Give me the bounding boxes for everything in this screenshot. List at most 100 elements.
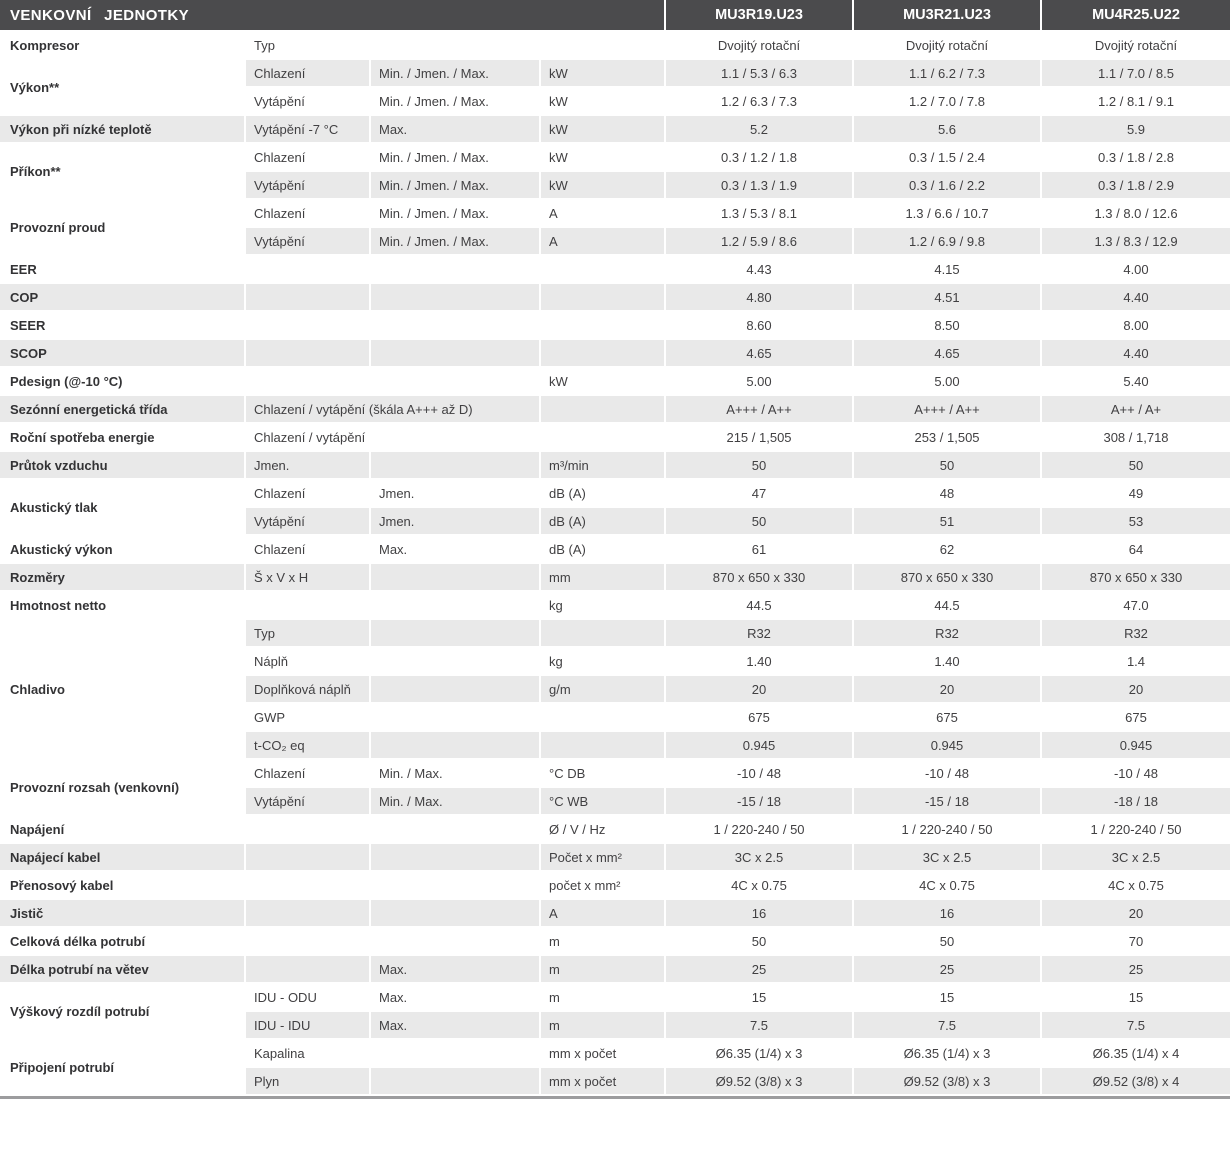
value-cell: 25 [665,955,854,984]
row-group-label: Průtok vzduchu [0,451,246,480]
model-header-2: MU3R21.U23 [853,0,1042,32]
table-row: Výkon při nízké teplotě Vytápění -7 °C Max… [0,115,1230,144]
sub-label: GWP [245,703,371,732]
sub-label: Vytápění [245,171,371,200]
unit-label: kW [540,87,666,116]
unit-label [540,703,666,732]
value-cell: 48 [853,479,1042,508]
value-cell: Ø9.52 (3/8) x 3 [853,1067,1042,1096]
sub-label [245,927,371,956]
unit-label [540,423,666,452]
row-group-label: Pdesign (@-10 °C) [0,367,246,396]
unit-label: kg [540,647,666,676]
spec-table: VENKOVNÍ JEDNOTKY MU3R19.U23 MU3R21.U23 … [0,0,1230,1096]
sub-label [245,899,371,928]
value-cell: 4.65 [665,339,854,368]
table-row: Sezónní energetická třída Chlazení / vytá… [0,395,1230,424]
model-header-3: MU4R25.U22 [1041,0,1230,32]
sub-label: Chlazení / vytápění (škála A+++ až D) [245,395,541,424]
value-cell: 4C x 0.75 [853,871,1042,900]
value-cell: 5.2 [665,115,854,144]
value-cell: 20 [1041,899,1230,928]
range-label [370,731,541,760]
table-row: Provozní proud Chlazení Min. / Jmen. / Max… [0,199,1230,256]
range-label: Max. [370,955,541,984]
range-label [370,927,541,956]
sub-label: Plyn [245,1067,371,1096]
row-group-label: EER [0,255,246,284]
unit-label [540,731,666,760]
value-cell: 675 [853,703,1042,732]
row-group-label: SCOP [0,339,246,368]
sub-label: Chlazení [245,479,371,508]
sub-label: IDU - IDU [245,1011,371,1040]
model-header-1: MU3R19.U23 [665,0,854,32]
table-row: Kompresor Typ Dvojitý rotační Dvojitý rotač… [0,31,1230,60]
range-label [370,563,541,592]
value-cell: 53 [1041,507,1230,536]
value-cell: 50 [853,927,1042,956]
row-group-label: Přenosový kabel [0,871,246,900]
sub-label: Chlazení [245,535,371,564]
value-cell: 0.3 / 1.3 / 1.9 [665,171,854,200]
table-row: Pdesign (@-10 °C) kW 5.00 5.00 5.40 [0,367,1230,396]
table-row: Příkon** Chlazení Min. / Jmen. / Max. kW 0.3… [0,143,1230,200]
sub-label [245,871,371,900]
value-cell: 7.5 [853,1011,1042,1040]
value-cell: Ø9.52 (3/8) x 4 [1041,1067,1230,1096]
table-row: Doplňková náplň g/m 20 20 20 [0,675,1230,704]
unit-label: A [540,227,666,256]
value-cell: 215 / 1,505 [665,423,854,452]
range-label [370,591,541,620]
value-cell: 1.2 / 8.1 / 9.1 [1041,87,1230,116]
value-cell: 0.3 / 1.5 / 2.4 [853,143,1042,172]
value-cell: -10 / 48 [853,759,1042,788]
value-cell: 4.80 [665,283,854,312]
unit-label [540,255,666,284]
range-label [370,899,541,928]
table-row: Chladivo Typ R32 R32 R32 [0,619,1230,760]
sub-label: Vytápění [245,787,371,816]
row-group-label: Výkon** [0,59,246,116]
range-label [370,1039,541,1068]
unit-label: kW [540,59,666,88]
sub-label: Typ [245,619,371,648]
row-group-label: Roční spotřeba energie [0,423,246,452]
value-cell: 0.3 / 1.8 / 2.8 [1041,143,1230,172]
value-cell: 675 [1041,703,1230,732]
row-group-label: Akustický tlak [0,479,246,536]
value-cell: 25 [1041,955,1230,984]
value-cell: 870 x 650 x 330 [1041,563,1230,592]
sub-label [245,591,371,620]
range-label [370,675,541,704]
value-cell: 5.00 [665,367,854,396]
value-cell: 7.5 [665,1011,854,1040]
value-cell: 8.50 [853,311,1042,340]
value-cell: Dvojitý rotační [853,31,1042,60]
value-cell: 1 / 220-240 / 50 [665,815,854,844]
range-label [370,31,541,60]
table-row: Plyn mm x počet Ø9.52 (3/8) x 3 Ø9.52 (3/8)… [0,1067,1230,1096]
row-group-label: Hmotnost netto [0,591,246,620]
sub-label: Chlazení [245,199,371,228]
sub-label [245,815,371,844]
range-label [370,255,541,284]
range-label [370,283,541,312]
value-cell: 870 x 650 x 330 [853,563,1042,592]
range-label: Min. / Jmen. / Max. [370,171,541,200]
value-cell: 20 [853,675,1042,704]
sub-label: Š x V x H [245,563,371,592]
value-cell: 5.40 [1041,367,1230,396]
value-cell: 5.6 [853,115,1042,144]
value-cell: 4C x 0.75 [665,871,854,900]
sub-label: Vytápění [245,227,371,256]
value-cell: 1.1 / 6.2 / 7.3 [853,59,1042,88]
value-cell: 253 / 1,505 [853,423,1042,452]
row-group-label: Napájecí kabel [0,843,246,872]
value-cell: 1.2 / 6.3 / 7.3 [665,87,854,116]
range-label [370,815,541,844]
unit-label: m [540,955,666,984]
value-cell: 15 [853,983,1042,1012]
sub-label [245,367,371,396]
